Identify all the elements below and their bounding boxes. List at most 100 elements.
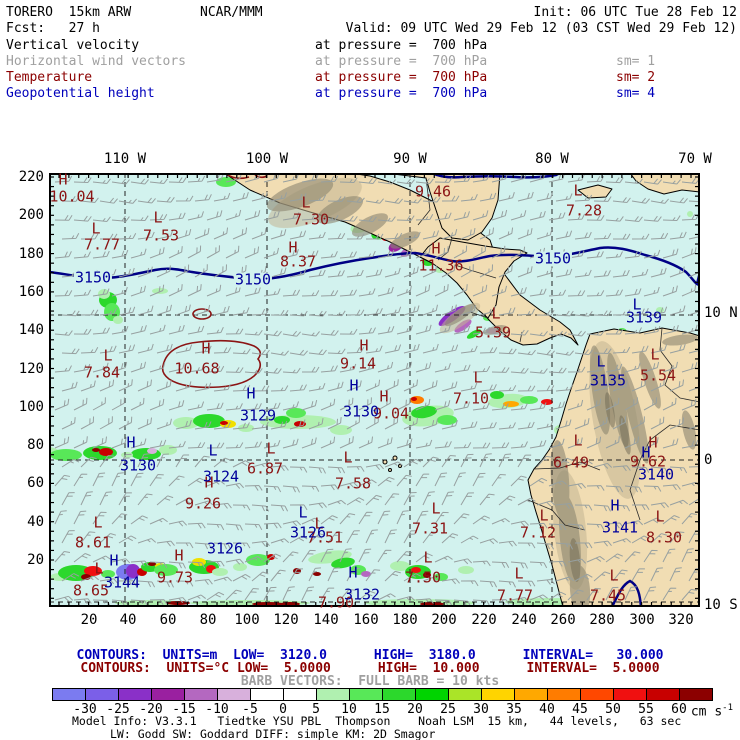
longitude-label: 90 W [393,151,427,167]
colorbar-cell [284,689,317,700]
colorbar-tick: -30 [73,702,97,717]
x-grid-label: 220 [471,612,497,628]
colorbar-cell [383,689,416,700]
x-grid-label: 140 [313,612,339,628]
colorbar-tick: 50 [605,702,621,717]
colorbar-cell [548,689,581,700]
height-label: H [348,563,358,582]
latitude-label: 10 S [704,597,738,613]
field-4-level: at pressure = 700 hPa [315,86,488,101]
height-label: 3144 [103,573,141,592]
galapagos-island [382,459,388,465]
temp-label: 7.77 [83,235,121,254]
height-label: H [246,384,256,403]
temp-label: L [153,208,163,227]
longitude-label: 100 W [245,151,289,167]
temp-label: H [174,546,184,565]
y-grid-label: 60 [27,475,44,491]
velocity-blob [330,425,352,435]
height-label: 3140 [637,465,675,484]
map-canvas [49,173,700,607]
wind-barbs-layer [54,173,700,607]
colorbar-cell [53,689,86,700]
colorbar-cell [152,689,185,700]
velocity-blob [423,572,431,578]
longitude-label: 70 W [678,151,712,167]
colorbar-cell [581,689,614,700]
velocity-blob [147,448,157,454]
velocity-blob [220,421,228,425]
temp-label: 9.14 [339,354,377,373]
y-grid-label: 200 [18,207,44,223]
contour-peru [610,579,643,607]
x-grid-label: 60 [159,612,177,628]
height-label: 3130 [119,456,157,475]
colorbar-tick: 35 [506,702,522,717]
colorbar-tick: 60 [671,702,687,717]
temp-label: 7.30 [292,210,330,229]
yucatan [384,173,501,241]
colorbar-cell [317,689,350,700]
velocity-blob [490,391,504,399]
temp-label: H [288,238,298,257]
colorbar-tick: 20 [407,702,423,717]
height-label: 3135 [589,371,627,390]
velocity-blob [687,211,693,217]
velocity-blob [84,566,102,576]
temp-label: 9.46 [414,182,452,201]
velocity-blob [520,396,538,404]
latitude-label: 10 N [704,305,738,321]
colorbar-cell [647,689,680,700]
height-label: L [632,295,642,314]
temp-label: L [609,566,619,585]
colorbar-tick: 15 [374,702,390,717]
field-2-label: Horizontal wind vectors [6,54,187,69]
velocity-blob [434,573,448,581]
colorbar-cell [350,689,383,700]
temp-contour-legend: CONTOURS: UNITS=°C LOW= 5.0000 HIGH= 10.… [80,661,660,676]
temp-label: 7.31 [411,519,449,538]
field-3-label: Temperature [6,70,93,85]
velocity-blob [411,567,421,573]
colorbar-tick: 45 [572,702,588,717]
height-contour-legend: CONTOURS: UNITS=m LOW= 3120.0 HIGH= 3180… [76,648,664,663]
temp-label: 7.58 [334,474,372,493]
velocity-blob [173,417,199,429]
colorbar-tick: -10 [205,702,229,717]
height-label: 3141 [601,518,639,537]
temp-label: H [359,336,369,355]
x-grid-label: 160 [353,612,379,628]
y-grid-label: 40 [27,514,44,530]
y-grid-label: 20 [27,552,44,568]
temp-label: L [514,564,524,583]
temp-label: L [655,507,665,526]
velocity-blob [50,449,82,461]
height-label: 3124 [202,467,240,486]
jamaica [577,184,613,199]
x-grid-label: 40 [119,612,137,628]
velocity-blob [148,562,156,566]
velocity-blob [503,401,519,407]
velocity-blob [437,415,457,425]
map-panel: H 10.04 L 7.77 L 7.53 L 7.30 H 8.37 9.46 L 7.28 H 11.3… [49,172,700,610]
temp-label: L [539,506,549,525]
temp-label: 7.10 [452,389,490,408]
colorbar-cell [218,689,251,700]
temp-label: L [103,346,113,365]
model-info-line2: LW: Godd SW: Goddard DIFF: simple KM: 2D… [110,727,436,740]
y-grid-label: 100 [18,399,44,415]
temp-label: 11.36 [418,256,464,275]
y-grid-label: 120 [18,361,44,377]
temp-label: 7.50 [404,568,442,587]
temp-label: 7.45 [589,586,627,605]
height-label: H [109,551,119,570]
temp-label: 8.30 [645,528,683,547]
temp-label: 9.26 [184,494,222,513]
velocity-blob [390,561,410,571]
temp-label: 7.90 [317,593,355,612]
velocity-blob [212,568,228,576]
x-grid-label: 280 [589,612,615,628]
field-3-smooth: sm= 2 [616,70,656,85]
colorbar-tick: -15 [172,702,196,717]
y-grid-label: 220 [18,169,44,185]
